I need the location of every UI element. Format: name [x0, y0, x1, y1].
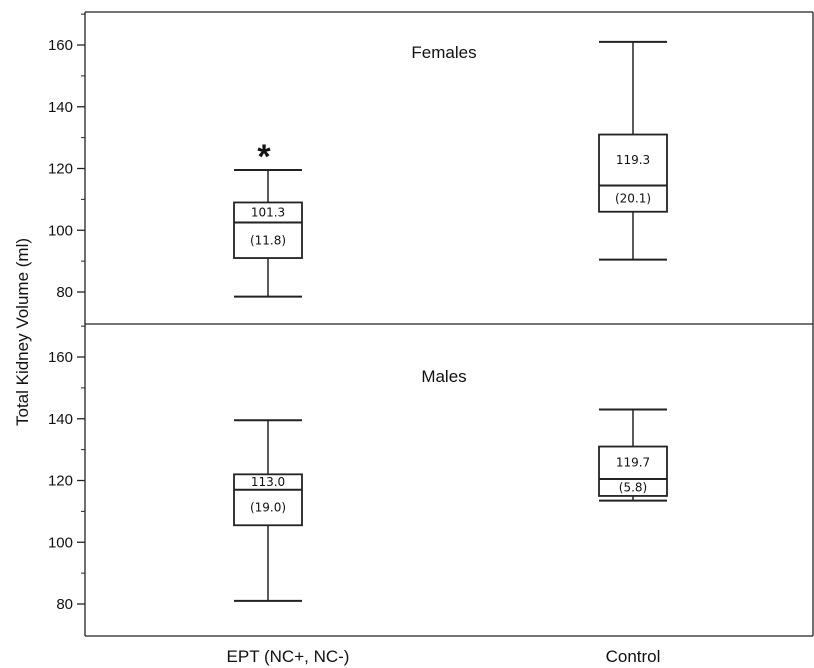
y-tick-label: 140 [48, 99, 73, 116]
y-tick-label: 140 [48, 411, 73, 428]
y-tick-label: 80 [56, 284, 73, 301]
box-mean-label: 101.3 [251, 205, 285, 219]
box-iqr [233, 201, 303, 259]
y-axis-label: Total Kidney Volume (ml) [13, 238, 32, 426]
panel-title: Females [411, 43, 476, 62]
y-tick-label: 80 [56, 596, 73, 613]
box-mean-label: 119.3 [616, 153, 650, 167]
y-tick-label: 120 [48, 161, 73, 178]
box-mean-label: 119.7 [616, 456, 650, 470]
box-sd-label: (5.8) [619, 480, 647, 494]
box-sd-label: (20.1) [615, 192, 651, 206]
y-tick-label: 160 [48, 349, 73, 366]
y-tick-label: 120 [48, 473, 73, 490]
x-category-label: EPT (NC+, NC-) [227, 647, 350, 666]
box-mean-label: 113.0 [251, 475, 285, 489]
significance-marker: * [257, 138, 271, 176]
panel-title: Males [421, 367, 466, 386]
box-iqr [598, 133, 668, 213]
y-tick-label: 100 [48, 222, 73, 239]
box-iqr [233, 473, 303, 527]
box-sd-label: (19.0) [250, 501, 286, 515]
box-iqr [598, 445, 668, 497]
y-tick-label: 100 [48, 534, 73, 551]
y-tick-label: 160 [48, 37, 73, 54]
box-sd-label: (11.8) [250, 233, 286, 247]
x-category-label: Control [606, 647, 661, 666]
